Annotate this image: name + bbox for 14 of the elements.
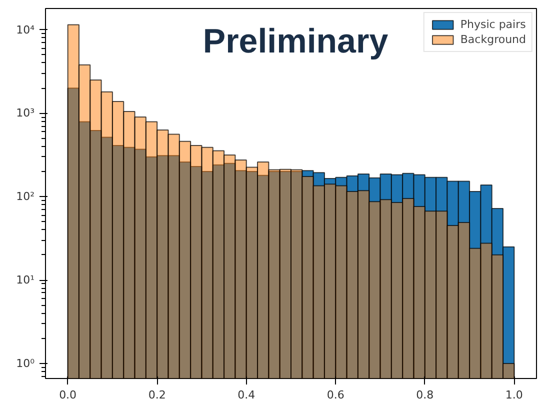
y-tick-label: 10⁰ — [16, 356, 36, 370]
y-tick-label: 10² — [16, 190, 35, 204]
y-tick-label: 10¹ — [16, 274, 35, 287]
legend-label: Physic pairs — [460, 18, 526, 31]
x-tick-label: 1.0 — [505, 388, 523, 401]
x-tick-label: 0.2 — [148, 388, 166, 401]
y-tick-label: 10³ — [16, 106, 35, 120]
x-tick-label: 0.8 — [416, 388, 434, 401]
x-tick-label: 0.6 — [326, 388, 344, 401]
annotation: Preliminary — [202, 22, 388, 60]
x-tick-label: 0.4 — [238, 388, 256, 401]
y-tick-label: 10⁴ — [16, 23, 36, 36]
legend-label: Background — [460, 33, 526, 46]
x-tick-label: 0.0 — [59, 388, 77, 401]
